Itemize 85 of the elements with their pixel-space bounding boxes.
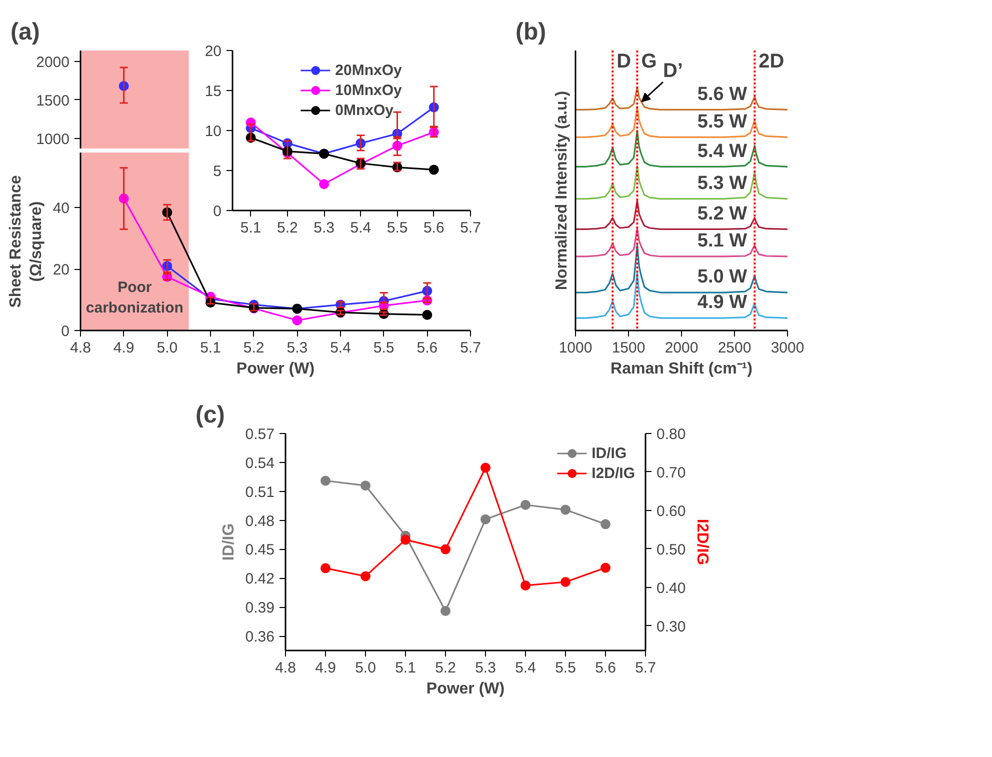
y-tick-label: 1000: [36, 130, 70, 148]
series-label: 5.3 W: [697, 172, 748, 194]
x-tick-label: 5.7: [460, 340, 481, 356]
y-tick-label: 40: [52, 200, 70, 218]
x-tick-label: 5.5: [386, 220, 408, 236]
y2-tick-label: 0.30: [656, 618, 686, 636]
series-label: 4.9 W: [697, 292, 748, 314]
y-tick-label: 20: [204, 43, 222, 60]
x-tick-label: 4.9: [113, 340, 134, 356]
ref-line-label: D: [616, 50, 632, 72]
y-tick-label: 0: [61, 323, 70, 340]
x-tick-label: 5.1: [200, 340, 221, 356]
y-tick-label: 0.48: [245, 512, 275, 530]
x-tick-label: 5.0: [156, 340, 178, 356]
y-tick-label: 2000: [36, 54, 70, 71]
x-tick-label: 5.3: [286, 340, 308, 356]
x-tick-label: 5.2: [276, 220, 298, 236]
x-tick-label: 5.4: [350, 220, 372, 236]
legend-label: ID/IG: [592, 444, 627, 462]
chart-title: (c): [196, 402, 225, 428]
legend-label: I2D/IG: [592, 464, 635, 482]
x-tick-label: 5.1: [240, 220, 262, 236]
x-tick-label: 4.8: [70, 340, 91, 356]
y-axis-title: ID/IG: [220, 523, 238, 561]
y2-tick-label: 0.50: [656, 541, 686, 558]
chart-title: (a): [10, 18, 40, 46]
x-axis-title: Power (W): [236, 360, 315, 378]
x-axis-title: Power (W): [426, 680, 505, 698]
x-tick-label: 4.9: [315, 660, 336, 676]
x-tick-label: 5.6: [416, 340, 438, 356]
y-axis-title: Sheet Resistance (Ω/square): [7, 175, 45, 308]
y-tick-label: 15: [204, 83, 222, 100]
x-tick-label: 5.5: [555, 660, 576, 676]
x-tick-label: 5.2: [435, 660, 456, 676]
y2-axis-title: I2D/IG: [694, 518, 711, 566]
chart-title: (b): [516, 18, 546, 46]
x-tick-label: 4.8: [275, 660, 296, 676]
series-label: 5.4 W: [697, 140, 748, 162]
y-tick-label: 1500: [36, 92, 70, 110]
annotation: D’: [662, 60, 683, 82]
y-tick-label: 0.36: [245, 628, 275, 646]
y2-tick-label: 0.40: [656, 580, 686, 597]
x-axis-title: Raman Shift (cm⁻¹): [610, 360, 752, 378]
y-tick-label: 0.51: [245, 484, 275, 501]
x-tick-label: 5.6: [595, 660, 616, 676]
y-tick-label: 20: [52, 262, 70, 279]
y-tick-label: 0.54: [245, 454, 275, 472]
y-tick-label: 0.42: [245, 570, 275, 588]
x-tick-label: 5.7: [635, 660, 656, 676]
x-tick-label: 5.1: [395, 660, 416, 676]
x-tick-label: 5.6: [423, 220, 444, 236]
x-tick-label: 5.3: [475, 660, 496, 676]
series-label: 5.5 W: [697, 111, 748, 132]
ref-line-label: 2D: [758, 50, 784, 72]
legend-label: 10MnxOy: [335, 82, 402, 98]
series-label: 5.1 W: [697, 230, 748, 252]
x-tick-label: 5.2: [243, 340, 264, 356]
series-label: 5.6 W: [697, 84, 748, 105]
x-tick-label: 2500: [718, 340, 752, 356]
x-tick-label: 5.0: [355, 660, 376, 676]
band-label: Poor carbonization: [86, 278, 184, 316]
x-tick-label: 1000: [558, 340, 592, 356]
y-tick-label: 10: [204, 123, 222, 140]
y-tick-label: 0.45: [245, 542, 275, 559]
x-tick-label: 5.7: [460, 220, 481, 236]
y-axis-title: Normalized Intensity (a.u.): [554, 90, 570, 290]
x-tick-label: 5.3: [314, 220, 334, 236]
x-tick-label: 3000: [770, 340, 804, 356]
y-tick-label: 0.57: [245, 426, 275, 443]
y2-tick-label: 0.80: [656, 426, 686, 443]
x-tick-label: 5.4: [515, 660, 536, 676]
x-tick-label: 5.5: [373, 340, 394, 356]
y-tick-label: 5: [213, 163, 222, 180]
series-label: 5.2 W: [697, 203, 748, 224]
legend-label: 20MnxOy: [335, 62, 402, 78]
x-tick-label: 1500: [612, 340, 646, 356]
y-tick-label: 0.39: [245, 600, 275, 617]
y2-tick-label: 0.60: [656, 502, 686, 520]
y2-tick-label: 0.70: [656, 464, 686, 482]
x-tick-label: 2000: [664, 340, 698, 356]
legend-label: 0MnxOy: [335, 102, 394, 118]
y-tick-label: 0: [213, 203, 222, 220]
x-tick-label: 5.4: [330, 340, 351, 356]
ref-line-label: G: [641, 50, 657, 72]
series-label: 5.0 W: [697, 266, 748, 288]
